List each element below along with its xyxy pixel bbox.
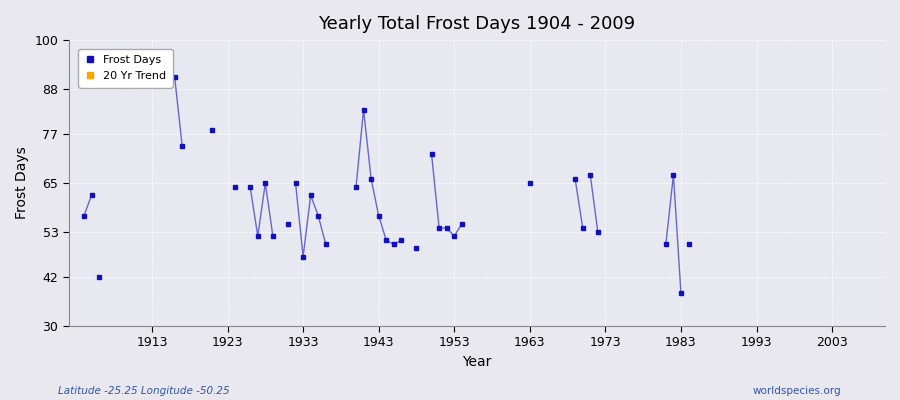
Legend: Frost Days, 20 Yr Trend: Frost Days, 20 Yr Trend	[78, 48, 173, 88]
X-axis label: Year: Year	[463, 355, 491, 369]
Title: Yearly Total Frost Days 1904 - 2009: Yearly Total Frost Days 1904 - 2009	[319, 15, 635, 33]
Y-axis label: Frost Days: Frost Days	[15, 147, 29, 220]
Text: Latitude -25.25 Longitude -50.25: Latitude -25.25 Longitude -50.25	[58, 386, 230, 396]
Text: worldspecies.org: worldspecies.org	[753, 386, 842, 396]
